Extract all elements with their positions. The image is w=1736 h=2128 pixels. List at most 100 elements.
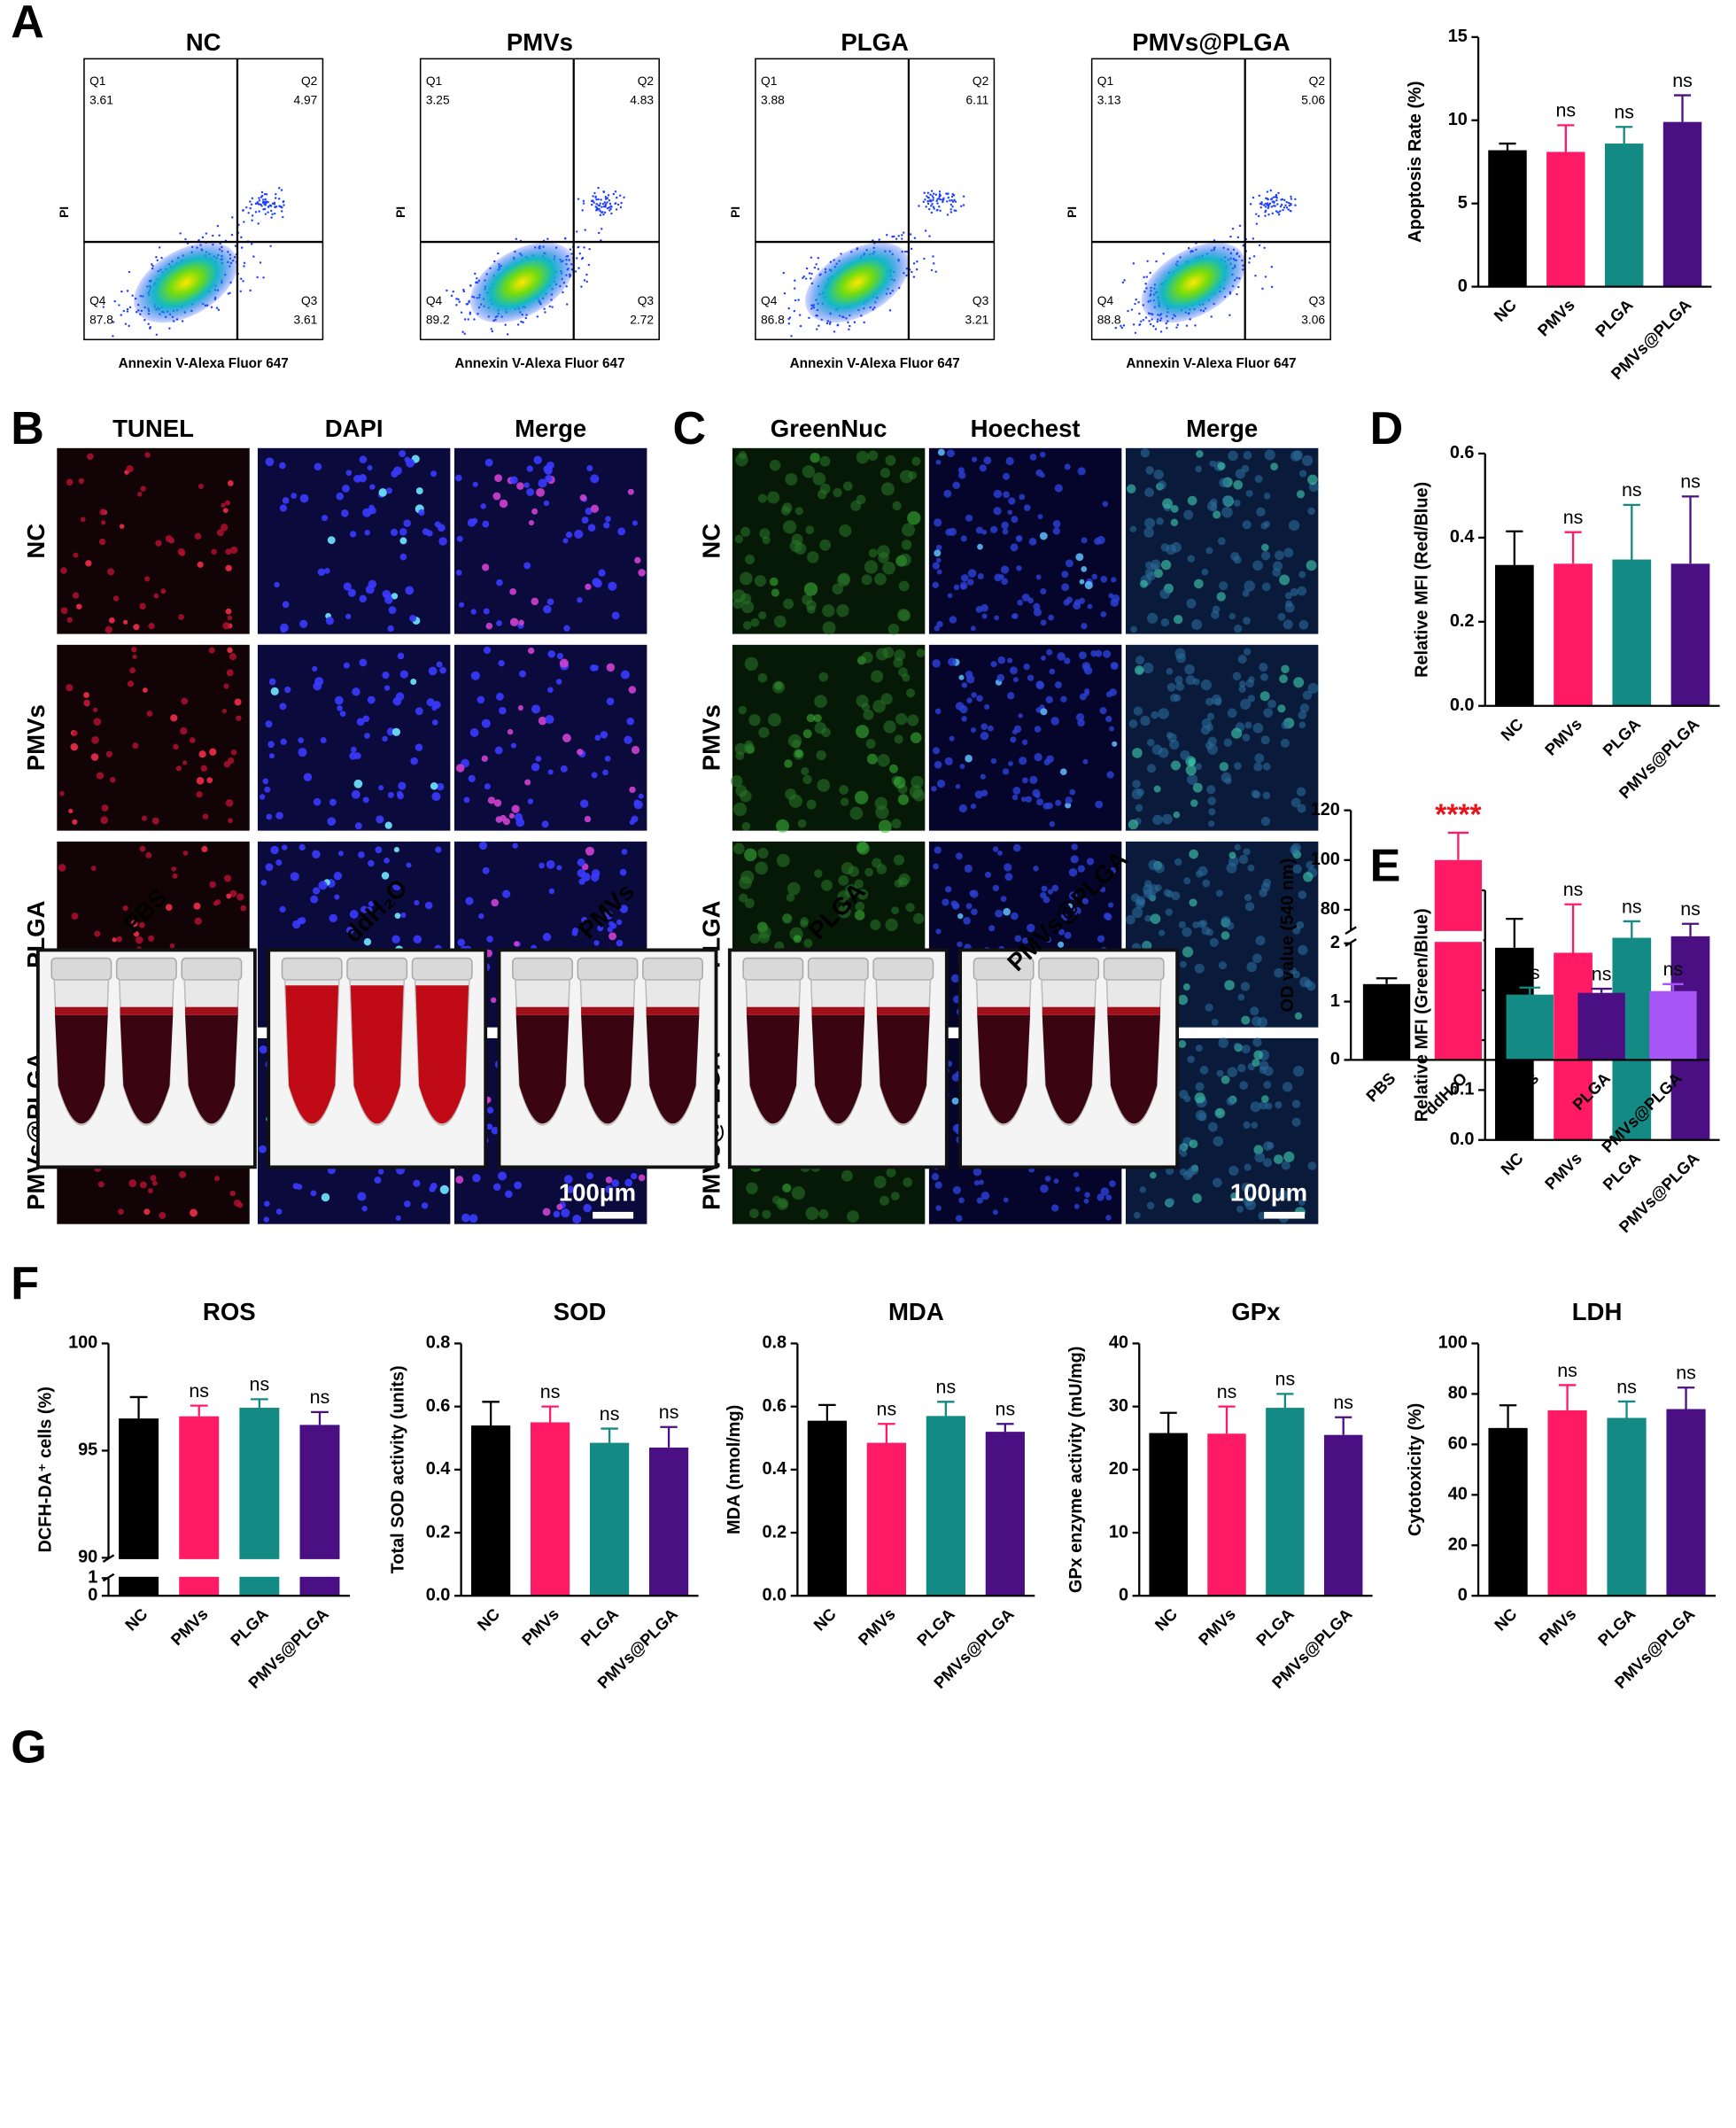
cell	[179, 550, 186, 556]
x-tick-label: NC	[1151, 1604, 1181, 1635]
y-tick-label: 0.2	[762, 1522, 787, 1542]
flow-dot	[810, 256, 813, 259]
cell	[854, 910, 865, 920]
cell	[979, 464, 987, 472]
flow-dot	[802, 275, 805, 278]
flow-dot	[156, 259, 159, 262]
cell	[1053, 1178, 1059, 1184]
cell	[1241, 1045, 1251, 1054]
cell	[998, 574, 1004, 579]
cell	[839, 524, 852, 538]
cell	[1184, 664, 1195, 675]
cell	[510, 742, 516, 749]
cell	[750, 617, 760, 627]
cell	[767, 713, 781, 727]
cell	[263, 1216, 269, 1223]
flow-dot	[1267, 203, 1270, 206]
y-tick-label: 0.0	[1450, 1130, 1475, 1149]
bar-chart: PBS****ddH₂OnsPMVsnsPLGAnsPMVs@PLGA01280…	[1278, 798, 1709, 1156]
cell	[1011, 613, 1019, 619]
flow-dot	[258, 210, 260, 213]
flow-dot	[947, 196, 950, 199]
flow-dot	[126, 310, 129, 313]
micrograph-bg	[57, 447, 250, 634]
cell	[1064, 931, 1072, 939]
cell	[359, 594, 368, 603]
cell	[478, 841, 488, 850]
flow-dot	[1260, 203, 1263, 206]
flow-dot	[1185, 324, 1189, 327]
cell	[742, 620, 752, 630]
cell	[1033, 608, 1042, 617]
cell	[819, 539, 832, 551]
cell	[481, 755, 488, 762]
cell	[836, 604, 849, 617]
cell	[499, 499, 508, 509]
cell	[856, 451, 870, 464]
cell	[236, 1202, 244, 1208]
flow-dot	[1238, 224, 1242, 228]
micrograph	[1125, 644, 1319, 831]
cell	[1040, 708, 1048, 716]
flow-dot	[460, 311, 463, 314]
cell	[378, 785, 384, 791]
flow-dot	[1269, 189, 1273, 192]
cell	[1194, 963, 1205, 974]
cell	[1210, 503, 1218, 511]
flow-dot	[926, 195, 928, 198]
cell	[1044, 1176, 1051, 1182]
cell	[1146, 612, 1159, 624]
scale-bar	[1264, 1211, 1306, 1219]
cell	[224, 500, 231, 506]
flow-dot	[155, 255, 158, 259]
cell	[155, 540, 162, 547]
cell	[499, 706, 507, 715]
cell	[1068, 868, 1078, 877]
flow-dot	[1265, 197, 1267, 200]
cell	[1075, 713, 1085, 722]
cell	[343, 662, 350, 669]
cell	[486, 1107, 494, 1114]
flow-dot	[1290, 195, 1292, 198]
flow-dot	[277, 198, 281, 200]
error-bar	[1499, 1404, 1517, 1428]
flow-dot	[933, 207, 935, 210]
cell	[1027, 597, 1034, 604]
flow-dot	[473, 318, 476, 321]
cell	[757, 672, 768, 683]
flow-dot	[608, 202, 612, 206]
cell	[1252, 723, 1264, 734]
flow-dot	[1267, 205, 1270, 208]
y-tick-label: 1	[1330, 991, 1340, 1011]
cell	[880, 693, 893, 705]
cell	[1299, 703, 1310, 713]
significance-label: ns	[1592, 963, 1612, 984]
cell	[216, 529, 224, 537]
cell	[1187, 555, 1196, 563]
bar	[1649, 990, 1697, 1060]
cell	[1247, 695, 1256, 703]
tube-blood	[1042, 1014, 1096, 1124]
cell	[598, 569, 606, 577]
cell	[545, 715, 554, 725]
cell	[180, 726, 188, 735]
cell	[547, 687, 554, 694]
cell	[334, 894, 340, 900]
cell	[321, 1192, 330, 1202]
flow-dot	[524, 316, 528, 320]
cell	[1109, 866, 1117, 874]
cell	[1048, 614, 1054, 621]
cell	[1253, 1050, 1264, 1060]
cell	[620, 670, 630, 680]
quadrant-value: 86.8	[761, 314, 785, 327]
flow-dot	[1120, 324, 1122, 328]
cell	[469, 1214, 478, 1223]
cell	[833, 487, 842, 498]
cell	[395, 1215, 401, 1222]
flow-title: PMVs	[507, 28, 573, 56]
flow-dot	[893, 235, 895, 238]
cell	[1298, 721, 1306, 729]
bar	[1207, 1433, 1246, 1596]
tube-cap	[281, 957, 343, 981]
x-tick-label: NC	[810, 1604, 840, 1635]
